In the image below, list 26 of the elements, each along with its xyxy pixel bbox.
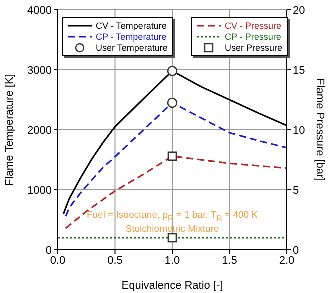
y-tick-label: 3000 — [28, 64, 52, 77]
y2-tick-label: 15 — [293, 64, 306, 77]
x-tick-label: 1.5 — [222, 254, 238, 267]
y-tick-label: 1000 — [28, 184, 52, 197]
legend-label: CP - Pressure — [224, 31, 282, 42]
y-tick-label: 4000 — [28, 4, 52, 17]
x-tick-label: 0.0 — [50, 254, 66, 267]
y-axis-title: Flame Temperature [K] — [4, 74, 16, 186]
y2-axis-title: Flame Pressure [bar] — [314, 78, 326, 182]
legend-label: User Pressure — [224, 42, 283, 53]
x-tick-label: 2.0 — [279, 254, 295, 267]
legend-label: User Temperature — [95, 42, 168, 53]
annotation: Fuel = Isooctane, p$_{R}$ = 1 bar, T$_{R}$ = 400 K — [86, 210, 260, 224]
annotation: Stoichiometric Mixture — [124, 224, 220, 236]
x-tick-label: 0.5 — [108, 254, 123, 267]
y2-tick-label: 0 — [293, 244, 300, 257]
y2-tick-label: 5 — [293, 184, 300, 197]
y2-tick-label: 10 — [293, 124, 306, 137]
x-tick-label: 1.0 — [164, 254, 180, 267]
legend-label: CP - Temperature — [95, 31, 168, 42]
x-axis-title: Equivalence Ratio [-] — [122, 280, 224, 292]
legend-label: CV - Pressure — [224, 20, 283, 31]
legend-label: CV - Temperature — [95, 20, 168, 31]
y-tick-label: 0 — [46, 244, 52, 257]
y2-tick-label: 20 — [293, 4, 306, 17]
y-tick-label: 2000 — [28, 124, 52, 137]
